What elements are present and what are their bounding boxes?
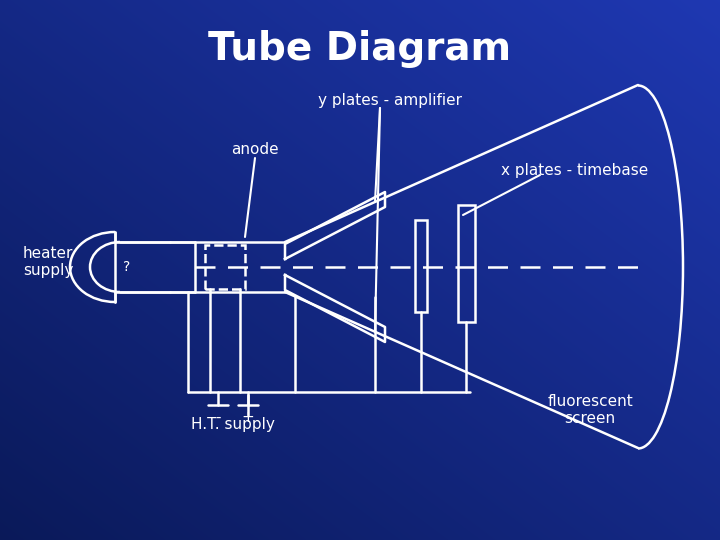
Text: +: +	[242, 409, 254, 424]
Text: anode: anode	[231, 143, 279, 158]
Text: -: -	[215, 409, 221, 424]
Bar	[205, 245, 245, 289]
Text: Tube Diagram: Tube Diagram	[208, 30, 512, 68]
Text: H.T. supply: H.T. supply	[191, 417, 275, 433]
Text: x plates - timebase: x plates - timebase	[501, 163, 649, 178]
Text: fluorescent
screen: fluorescent screen	[547, 394, 633, 426]
Bar	[415, 220, 427, 312]
Text: ?: ?	[123, 260, 130, 274]
Text: heater
supply: heater supply	[23, 246, 73, 278]
Text: y plates - amplifier: y plates - amplifier	[318, 92, 462, 107]
Bar	[458, 205, 475, 322]
